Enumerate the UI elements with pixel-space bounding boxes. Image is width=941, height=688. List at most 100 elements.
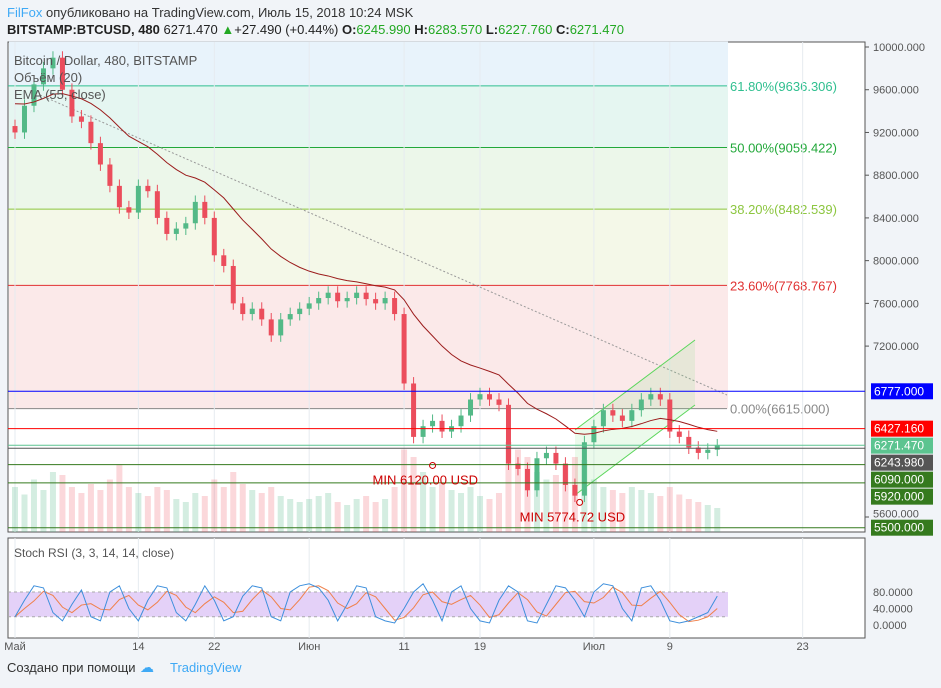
volume-bar [268,487,275,532]
candle [164,217,170,234]
candle [325,292,331,299]
volume-bar [657,496,664,532]
candle [657,394,663,400]
candle [126,207,132,213]
candle [705,449,711,453]
close-value: 6271.470 [569,22,624,37]
candle [145,185,151,192]
ema-line [14,93,718,435]
stoch-tick-label: 0.0000 [873,620,907,632]
volume-bar [315,496,322,532]
volume-bar [695,502,702,532]
tradingview-logo-icon: ☁ [140,659,154,675]
publish-info: FilFox опубликовано на TradingView.com, … [7,5,413,20]
candle [695,447,701,453]
x-tick-label: 9 [667,641,673,653]
high-value: 6283.570 [427,22,483,37]
volume-bar [486,499,493,532]
volume-bar [296,502,303,532]
fib-band [9,85,728,148]
x-tick-label: 23 [797,641,809,653]
price-label-bg [871,471,933,488]
symbol-info: BITSTAMP:BTCUSD, 480 6271.470 ▲+27.490 (… [7,22,624,37]
candle [183,223,189,229]
h-label: H: [414,22,428,37]
tradingview-link[interactable]: TradingView [170,660,242,675]
fib-band [9,209,728,286]
candle [40,68,46,85]
volume-bar [239,484,246,532]
author-link[interactable]: FilFox [7,5,43,20]
trend-line [39,94,728,396]
fib-band [9,285,728,409]
volume-bar [562,464,569,532]
price-change: +27.490 (+0.44%) [234,22,339,37]
candle [382,298,388,304]
volume-bar [201,496,208,532]
volume-bar [514,449,521,532]
candle [458,415,464,427]
candle [638,399,644,411]
price-chart[interactable]: 61.80%(9636.306) 50.00%(9059.422) 38.20%(8… [0,0,941,660]
volume-bar [59,475,66,532]
volume-bar [685,499,692,532]
candle [31,84,37,106]
candle [591,426,597,443]
candle [297,308,303,315]
volume-bar [458,493,465,532]
volume-bar [401,449,408,532]
volume-bar [12,487,18,532]
x-tick-label: 22 [208,641,220,653]
volume-bar [230,472,237,532]
candle [411,383,417,437]
x-tick-label: 11 [398,641,409,653]
c-label: C: [555,22,570,37]
volume-bar [477,496,484,532]
volume-bar [382,499,389,532]
candle [278,319,284,336]
volume-bar [619,493,626,532]
volume-bar [87,484,94,532]
volume-bar [666,487,673,532]
candle [676,431,682,437]
price-label-bg [871,437,933,454]
volume-bar [287,499,294,532]
publish-text: опубликовано на TradingView.com, Июль 15… [46,5,414,20]
volume-bar [391,487,398,532]
volume-bar [97,490,104,532]
symbol: BITSTAMP:BTCUSD, 480 [7,22,160,37]
candle [581,442,587,496]
volume-bar [220,487,227,532]
volume-bar [363,496,370,532]
candle [135,185,141,213]
candle [50,57,56,69]
open-value: 6245.990 [356,22,411,37]
candle [363,292,369,300]
price-label: 6243.980 [874,456,924,470]
candle [211,217,217,256]
candle [562,463,568,485]
min-marker [576,498,584,506]
channel-fill [575,340,695,495]
volume-bar [410,457,417,532]
candle [306,303,312,309]
volume-bar [173,499,180,532]
candle [354,292,360,299]
volume-bar [125,487,132,532]
volume-bar [135,493,142,532]
price-label-bg [871,519,933,536]
price-label: 6090.000 [874,473,924,487]
candle [249,308,255,315]
candle [12,126,18,133]
fib-label: 23.60%(7768.767) [730,278,837,293]
volume-bar [78,493,85,532]
candle [439,420,445,432]
volume-bar [40,490,47,532]
volume-bar [533,472,540,532]
volume-bar [277,496,284,532]
volume-bar [495,493,502,532]
candle [97,143,103,165]
volume-bar [647,493,654,532]
volume-bar [49,472,56,532]
volume-bar [714,508,721,532]
